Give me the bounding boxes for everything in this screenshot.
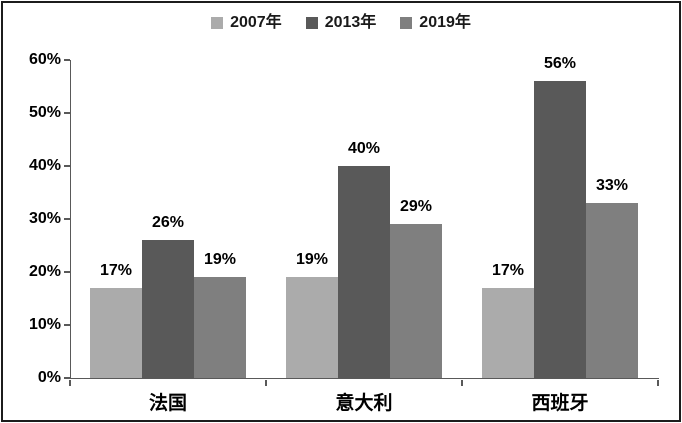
y-axis-tick <box>64 324 70 326</box>
legend-label: 2013年 <box>324 14 377 31</box>
y-axis-tick <box>64 377 70 379</box>
bar-value-label: 17% <box>491 261 525 279</box>
bar-value-label: 19% <box>295 251 329 269</box>
y-axis-tick <box>64 165 70 167</box>
x-axis-category-法国: 法国 <box>148 393 187 414</box>
legend-item-2007年: 2007年 <box>211 15 282 31</box>
bar-value-label: 19% <box>203 251 237 269</box>
y-axis-label-60: 60% <box>28 51 61 68</box>
legend-swatch-icon <box>305 17 318 29</box>
chart-legend: 2007年 2013年 2019年 <box>3 15 679 31</box>
bar-value-label: 33% <box>595 177 629 195</box>
bar-value-label: 29% <box>399 198 433 216</box>
legend-swatch-icon <box>211 17 224 29</box>
x-axis-category-西班牙: 西班牙 <box>531 393 589 414</box>
legend-item-2013年: 2013年 <box>305 14 377 31</box>
bar-2013年-西班牙 <box>534 81 586 378</box>
x-axis-tick <box>69 379 71 386</box>
legend-label: 2007年 <box>230 14 282 31</box>
x-axis-tick <box>657 379 659 386</box>
bar-value-label: 56% <box>543 55 577 73</box>
bar-2013年-法国 <box>142 240 194 378</box>
bar-value-label: 40% <box>347 140 381 157</box>
x-axis-tick <box>265 379 267 386</box>
y-axis-tick <box>64 271 70 273</box>
bar-2007年-西班牙 <box>482 287 534 378</box>
bar-2019年-意大利 <box>390 224 442 378</box>
y-axis-label-50: 50% <box>28 104 61 121</box>
x-axis-tick <box>461 379 463 386</box>
bar-2007年-法国 <box>90 287 142 378</box>
y-axis-label-40: 40% <box>28 157 61 174</box>
y-axis-tick <box>64 218 70 220</box>
y-axis-label-0: 0% <box>37 369 61 386</box>
bar-2019年-西班牙 <box>586 203 638 378</box>
x-axis-category-意大利: 意大利 <box>335 393 393 414</box>
y-axis-label-10: 10% <box>28 316 61 333</box>
y-axis-label-20: 20% <box>28 263 61 280</box>
y-axis-tick <box>64 59 70 61</box>
bar-2013年-意大利 <box>338 166 390 378</box>
bar-value-label: 26% <box>151 214 185 232</box>
plot-area <box>70 60 659 379</box>
y-axis-label-30: 30% <box>28 210 61 227</box>
legend-label: 2019年 <box>419 14 471 31</box>
legend-swatch-icon <box>400 17 413 29</box>
legend-item-2019年: 2019年 <box>400 15 471 31</box>
bar-2019年-法国 <box>194 277 246 378</box>
bar-value-label: 17% <box>99 261 133 279</box>
bar-2007年-意大利 <box>286 277 338 378</box>
y-axis-tick <box>64 112 70 114</box>
